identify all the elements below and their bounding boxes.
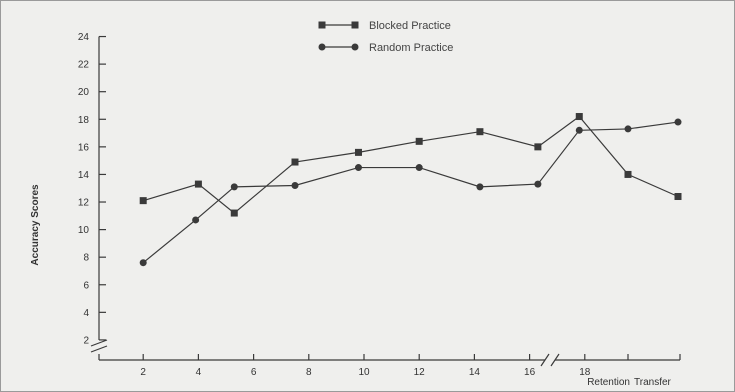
random-practice-point: [624, 125, 632, 133]
random-practice-point: [291, 181, 299, 189]
x-tick-label: 12: [414, 367, 426, 378]
x-tick-label: 16: [524, 367, 536, 378]
random-practice-point: [354, 164, 362, 172]
x-tick-label: 14: [469, 367, 481, 378]
x-tick-label: 18: [579, 367, 591, 378]
legend-random-practice-label: Random Practice: [369, 42, 453, 54]
legend-blocked-practice-label: Blocked Practice: [369, 20, 451, 32]
blocked-practice-point: [139, 197, 147, 205]
y-tick-label: 22: [78, 60, 90, 71]
random-practice-point: [415, 164, 423, 172]
y-tick-label: 6: [83, 280, 89, 291]
blocked-practice-point: [674, 193, 682, 201]
blocked-practice-point: [194, 180, 202, 188]
x-label-transfer: Transfer: [634, 377, 672, 388]
y-tick-label: 18: [78, 115, 90, 126]
y-tick-label: 24: [78, 32, 90, 43]
blocked-practice-point: [318, 21, 326, 29]
y-axis-break-mark: [90, 339, 108, 347]
blocked-practice-point: [415, 137, 423, 145]
x-tick-label: 10: [358, 367, 370, 378]
x-axis-break-mark: [540, 353, 550, 367]
y-tick-label: 2: [83, 335, 89, 346]
blocked-practice-point: [351, 21, 359, 29]
random-practice-point: [534, 180, 542, 188]
random-practice-point: [192, 216, 200, 224]
blocked-practice-line: [143, 116, 580, 214]
y-tick-label: 16: [78, 142, 90, 153]
x-tick-label: 8: [306, 367, 312, 378]
blocked-practice-point: [534, 143, 542, 151]
blocked-practice-point: [624, 170, 632, 178]
series-lines: [142, 116, 679, 264]
y-tick-label: 10: [78, 225, 90, 236]
x-tick-label: 2: [140, 367, 146, 378]
x-axis-ticks: 2 4 6 8 10 12 14 16 18: [140, 354, 629, 378]
random-practice-point: [318, 43, 326, 51]
y-tick-label: 12: [78, 198, 90, 209]
y-axis-title: Accuracy Scores: [30, 184, 41, 266]
blocked-practice-point: [354, 148, 362, 156]
axes: [90, 36, 681, 367]
legend: Blocked Practice Random Practice: [318, 20, 453, 54]
random-practice-point: [476, 183, 484, 191]
series-markers: [139, 113, 682, 267]
random-practice-point: [351, 43, 359, 51]
y-tick-label: 20: [78, 87, 90, 98]
y-tick-label: 8: [83, 253, 89, 264]
x-tick-label: 4: [196, 367, 202, 378]
x-tick-label: 6: [251, 367, 257, 378]
random-practice-point: [139, 259, 147, 267]
y-tick-label: 14: [78, 170, 90, 181]
blocked-practice-point: [291, 158, 299, 166]
blocked-practice-point: [230, 209, 238, 217]
blocked-practice-point: [575, 113, 583, 121]
random-practice-point: [230, 183, 238, 191]
blocked-practice-point: [476, 128, 484, 136]
x-label-retention: Retention: [587, 377, 630, 388]
random-practice-point: [674, 118, 682, 126]
random-practice-point: [575, 126, 583, 134]
y-tick-label: 4: [83, 308, 89, 319]
y-axis-break-mark: [90, 345, 108, 353]
x-axis-break-mark: [550, 353, 560, 367]
